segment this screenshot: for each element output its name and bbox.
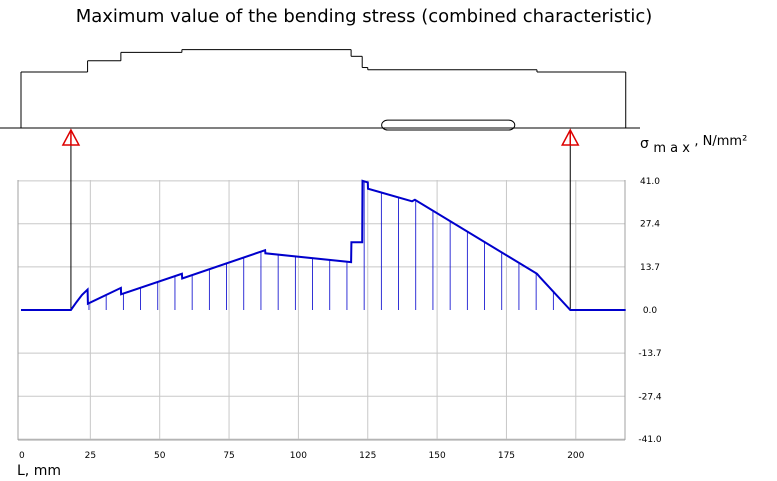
tick-labels: 0 25 50 75 100 125 150 175 200 41.0 27.4 13.7 0.0 -13… <box>19 177 662 461</box>
y-tick-label: 0.0 <box>643 306 658 316</box>
x-tick-label: 175 <box>498 451 515 461</box>
stress-hatch <box>88 181 554 310</box>
x-tick-label: 50 <box>154 451 166 461</box>
x-tick-label: 100 <box>290 451 307 461</box>
y-tick-label: -27.4 <box>638 392 662 402</box>
y-axis-symbol: σ <box>640 136 649 152</box>
y-axis-label: σ m a x , N/mm² <box>640 134 747 156</box>
chart-title: Maximum value of the bending stress (com… <box>76 6 653 27</box>
x-tick-label: 125 <box>359 451 376 461</box>
axes <box>17 180 626 441</box>
stress-line <box>21 179 626 311</box>
x-axis-label: L, mm <box>17 463 61 479</box>
y-tick-label: 13.7 <box>640 263 660 273</box>
stress-series <box>21 179 626 311</box>
grid <box>18 180 625 440</box>
x-tick-label: 25 <box>85 451 96 461</box>
y-axis-subscript: m a x <box>653 141 690 156</box>
keyway <box>381 119 516 131</box>
y-axis-unit: , N/mm² <box>694 134 747 149</box>
x-tick-label: 75 <box>223 451 234 461</box>
shaft-outline <box>0 49 640 131</box>
y-tick-label: 27.4 <box>640 220 660 230</box>
y-tick-label: 41.0 <box>640 177 660 187</box>
supports <box>61 128 580 310</box>
y-tick-label: -41.0 <box>638 435 662 445</box>
x-tick-label: 150 <box>429 451 446 461</box>
x-tick-label: 200 <box>567 451 584 461</box>
x-tick-label: 0 <box>19 451 25 461</box>
y-tick-label: -13.7 <box>638 349 661 359</box>
